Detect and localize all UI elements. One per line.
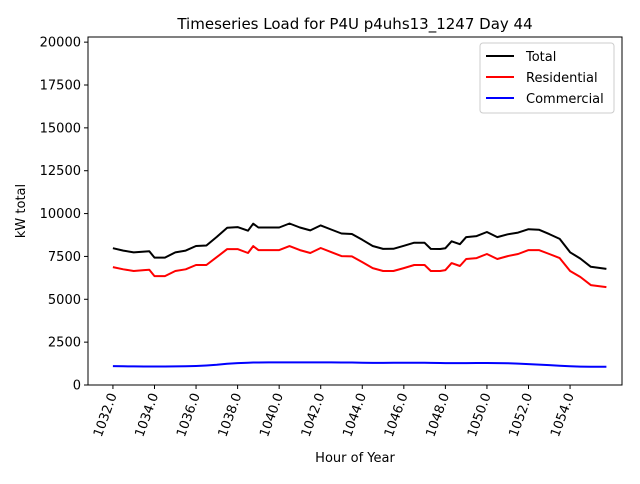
legend: Total Residential Commercial: [479, 42, 615, 114]
y-tick-label: 10000: [40, 207, 81, 222]
series-line-residential: [112, 245, 607, 289]
y-tick-label: 17500: [40, 79, 81, 94]
x-tick-label: 1042.0: [299, 391, 329, 439]
y-tick-label: 5000: [48, 293, 81, 308]
y-tick-label: 12500: [40, 164, 81, 179]
x-tick-label: 1032.0: [91, 391, 121, 439]
legend-label-total: Total: [525, 50, 556, 65]
series-line-commercial: [112, 361, 607, 368]
plot-frame: [87, 36, 623, 386]
x-tick-label: 1044.0: [340, 391, 370, 439]
x-axis-label: Hour of Year: [315, 451, 395, 466]
y-tick-label: 15000: [40, 121, 81, 136]
x-tick-label: 1034.0: [133, 391, 163, 439]
x-tick-label: 1054.0: [548, 391, 578, 439]
legend-label-commercial: Commercial: [526, 92, 604, 107]
x-tick-label: 1052.0: [507, 391, 537, 439]
series-line-total: [112, 222, 607, 270]
x-tick-label: 1038.0: [216, 391, 246, 439]
plot-lines: [112, 222, 607, 368]
x-tick-label: 1036.0: [174, 391, 204, 439]
y-tick-label: 7500: [48, 250, 81, 265]
x-tick-label: 1040.0: [257, 391, 287, 439]
y-tick-label: 20000: [40, 36, 81, 51]
chart-title: Timeseries Load for P4U p4uhs13_1247 Day…: [176, 15, 532, 34]
y-tick-label: 2500: [48, 336, 81, 351]
x-tick-label: 1050.0: [465, 391, 495, 439]
x-tick-label: 1046.0: [382, 391, 412, 439]
y-axis-label: kW total: [14, 184, 29, 238]
x-tick-label: 1048.0: [423, 391, 453, 439]
y-tick-label: 0: [73, 379, 81, 394]
legend-label-residential: Residential: [526, 71, 598, 86]
